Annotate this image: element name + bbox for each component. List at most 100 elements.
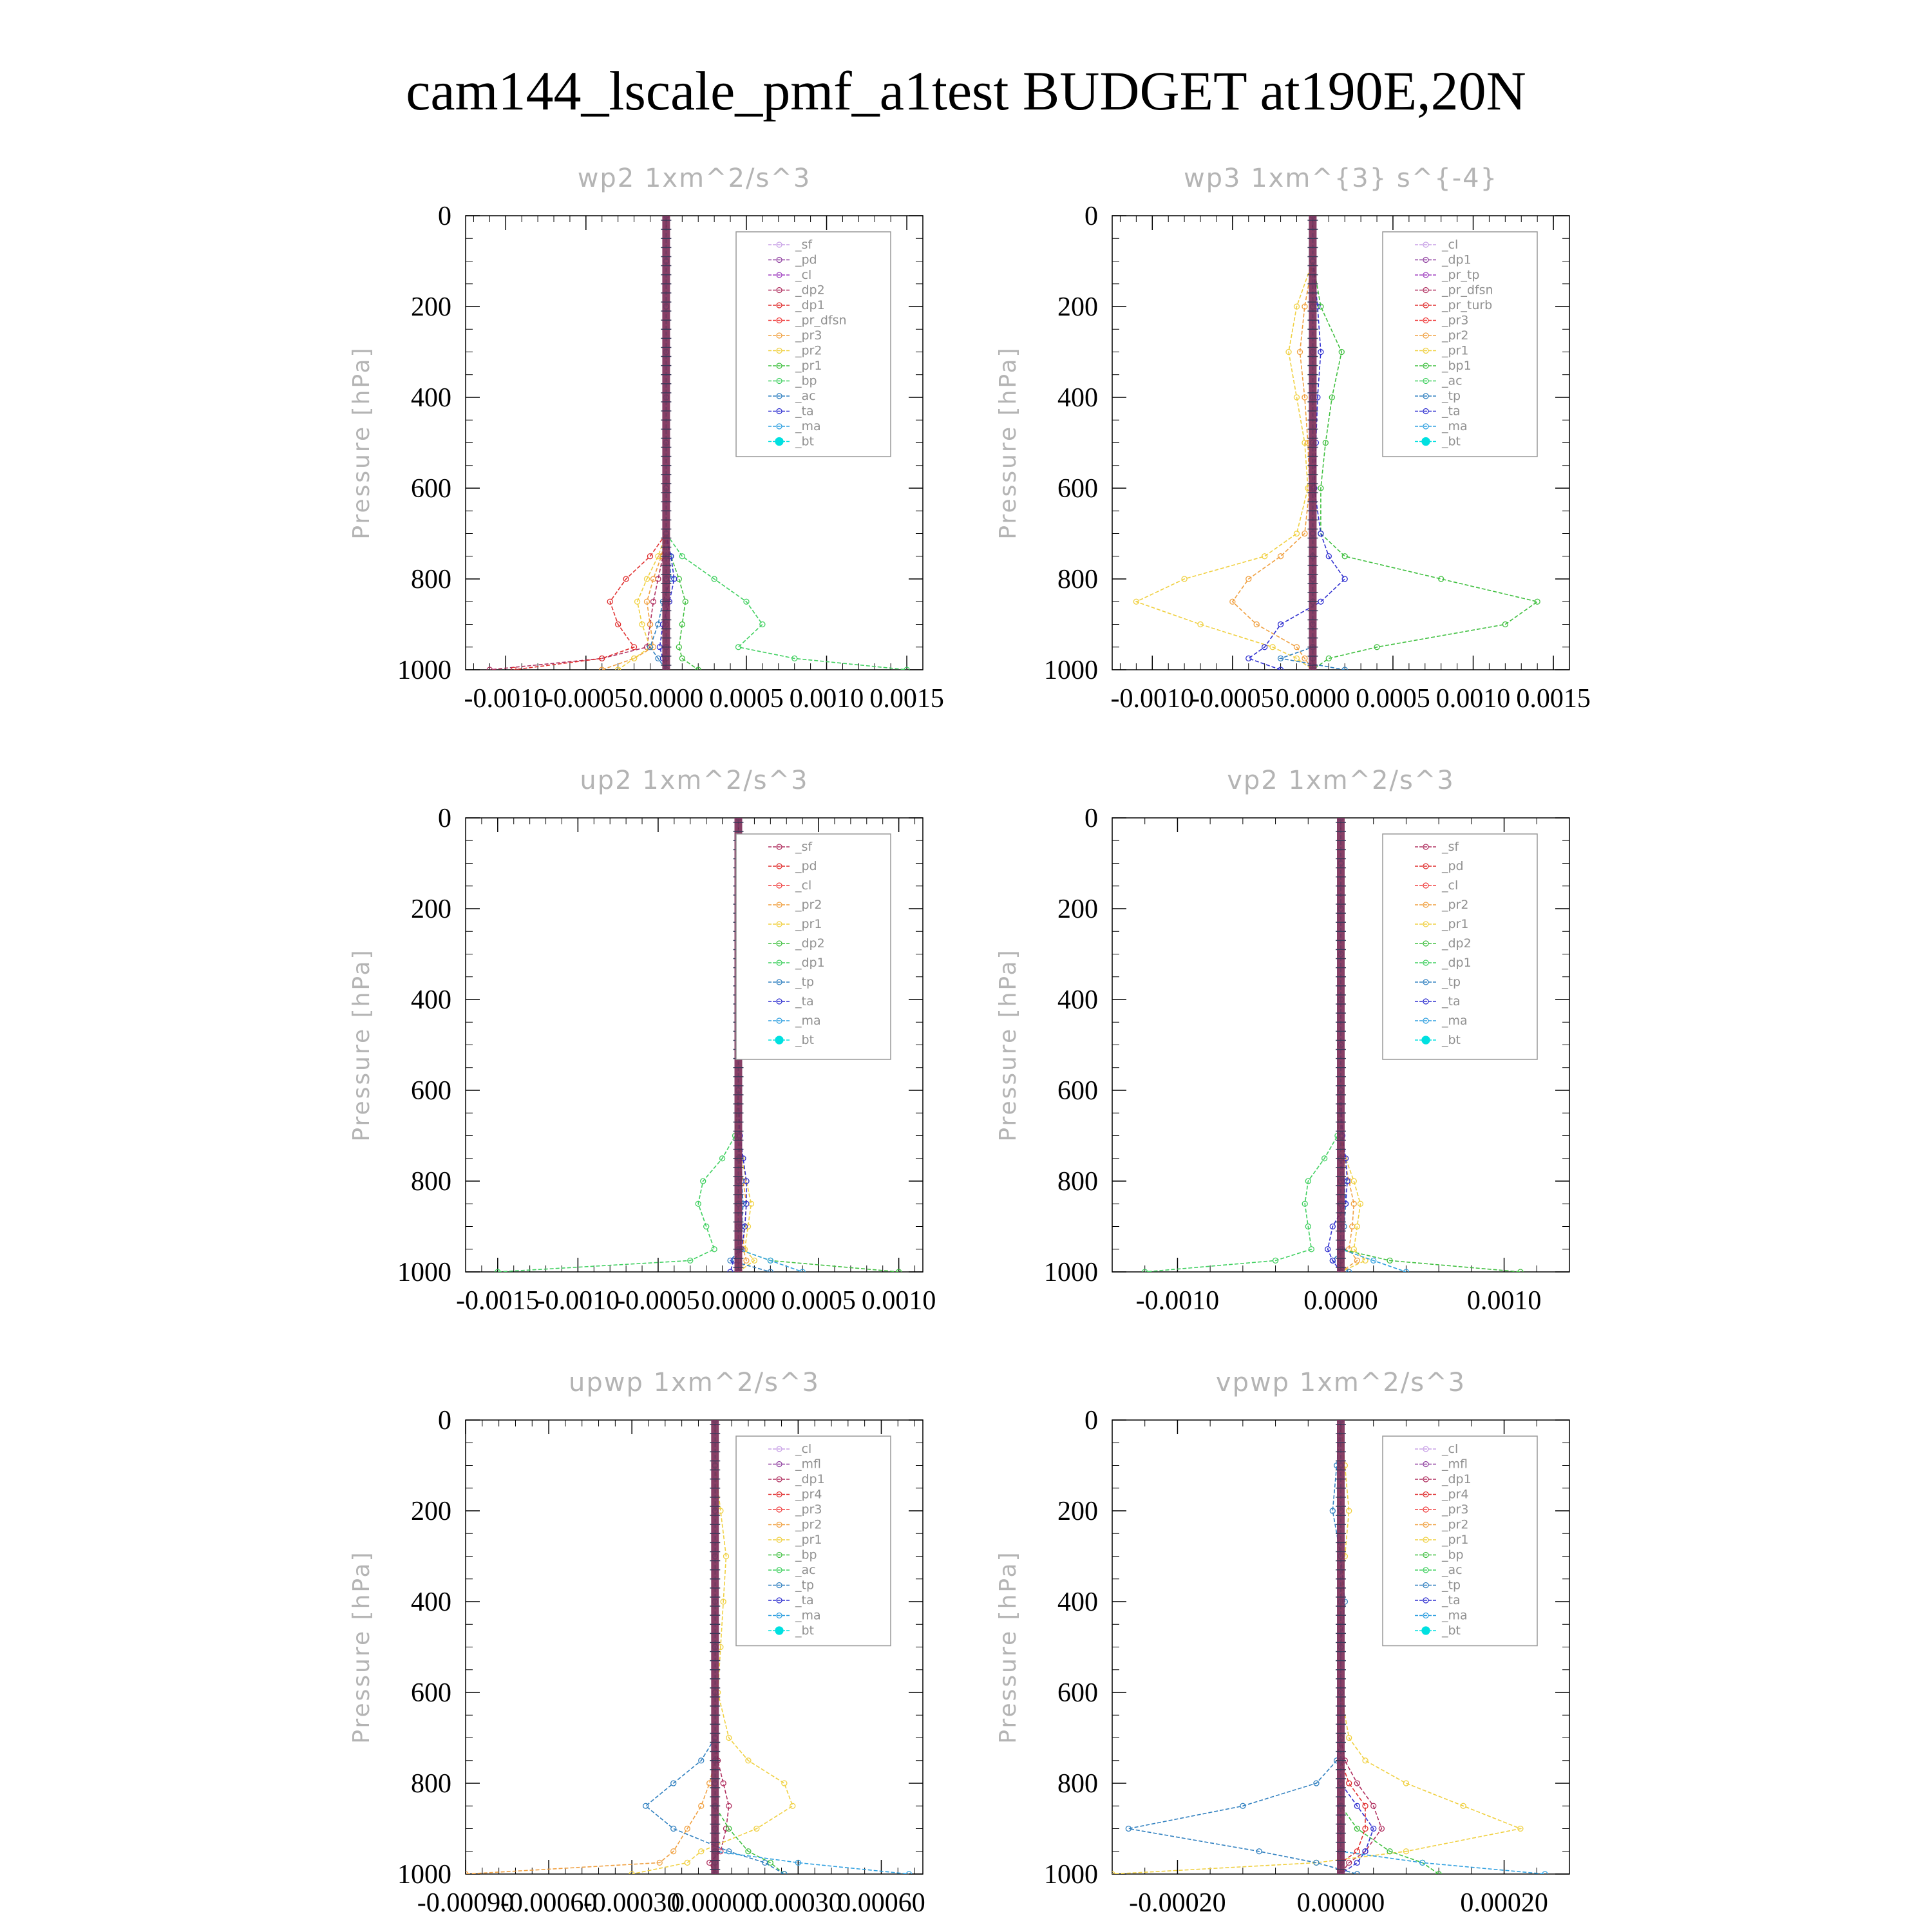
y-tick-label: 600	[1057, 1076, 1098, 1106]
series-point_bp	[904, 667, 910, 670]
x-tick-label: 0.0010	[1436, 684, 1511, 714]
series-point_bp1	[1374, 644, 1380, 650]
legend-marker_ma	[776, 423, 782, 430]
series-point_pr1	[1285, 348, 1292, 355]
legend-marker_tp	[1423, 979, 1429, 985]
x-tick-label: 0.0000	[629, 684, 704, 714]
legend-label_dp1: _dp1	[1441, 956, 1472, 970]
series-point_dp1	[599, 655, 605, 662]
legend-marker_dp2	[1423, 940, 1429, 947]
panel-title: upwp 1xm^2/s^3	[569, 1368, 820, 1397]
series-line_dp1	[513, 216, 667, 670]
series-point_bp	[735, 644, 742, 650]
legend-marker_dp1	[776, 960, 782, 966]
chart-panel-5: upwp 1xm^2/s^3 Pressure [hPa] 0 200 400 600 80…	[348, 1368, 925, 1918]
legend-label_pd: _pd	[1441, 859, 1464, 873]
legend-label_pr1: _pr1	[795, 1533, 822, 1547]
series-point_pr2	[743, 1257, 750, 1264]
series-point_tp	[1354, 1871, 1361, 1874]
legend-marker_pr1	[1423, 921, 1429, 927]
series-point_ma	[1419, 1859, 1426, 1866]
legend-marker_ac	[776, 1567, 782, 1573]
legend-box	[735, 231, 891, 457]
series-point_ta	[1354, 1803, 1361, 1809]
legend-label_sf: _sf	[795, 238, 813, 252]
y-tick-label: 400	[1057, 985, 1098, 1015]
legend-marker_bt	[775, 1626, 784, 1635]
legend-label_ta: _ta	[795, 994, 814, 1009]
legend-marker_pr4	[1423, 1491, 1429, 1498]
legend-marker_ma	[776, 1612, 782, 1619]
legend-marker_cl	[776, 1446, 782, 1452]
series-point_pr4	[1362, 1803, 1368, 1809]
legend-label_pr3: _pr3	[1441, 1502, 1468, 1517]
series-point_dp1	[711, 1246, 717, 1253]
legend-marker_ma	[1423, 423, 1429, 430]
series-point_bp	[791, 655, 798, 662]
legend-label_tp: _tp	[1441, 389, 1461, 403]
legend-marker_tp	[1423, 393, 1429, 399]
legend-label_ta: _ta	[1441, 994, 1461, 1009]
series-point_pr1	[1362, 1257, 1368, 1264]
series-point_pr1	[1362, 1757, 1368, 1764]
series-point_ma	[1542, 1871, 1548, 1874]
series-point_pr1	[1346, 1508, 1352, 1514]
y-tick-label: 0	[1084, 1406, 1098, 1435]
series-point_pr1	[790, 1803, 796, 1809]
x-tick-label: -0.0010	[536, 1286, 620, 1316]
series-point_tp	[762, 1859, 768, 1866]
legend-label_ac: _ac	[795, 389, 816, 403]
series-line_pr1	[1112, 1420, 1522, 1874]
legend-label_pr_dfsn: _pr_dfsn	[795, 314, 847, 328]
y-tick-label: 600	[411, 1076, 451, 1106]
y-tick-label: 400	[411, 985, 451, 1015]
legend-label_pr1: _pr1	[1441, 344, 1468, 358]
legend-label_cl: _cl	[795, 878, 811, 893]
legend-label_bp: _bp	[1441, 1548, 1464, 1562]
legend-box	[1382, 1435, 1538, 1647]
legend-marker_dp1	[776, 1476, 782, 1482]
series-point_ta	[671, 576, 677, 582]
series-point_tp	[670, 1825, 677, 1832]
series-line_ta	[1247, 216, 1346, 670]
y-axis-label: Pressure [hPa]	[348, 346, 375, 539]
legend-marker_pr2	[776, 902, 782, 908]
series-point_ta	[1318, 348, 1324, 355]
series-point_dp1	[719, 1155, 726, 1162]
legend-label_mfl: _mfl	[795, 1457, 821, 1472]
legend-label_bt: _bt	[1441, 435, 1461, 449]
legend-marker_pr2	[1423, 1521, 1429, 1528]
series-point_pr3	[650, 644, 657, 650]
series-point_dp1	[630, 644, 638, 650]
series-point_pr1	[726, 1734, 732, 1741]
series-point_dp1	[703, 1223, 710, 1230]
legend-marker_ac	[1423, 1567, 1429, 1573]
series-point_ta	[1354, 1859, 1361, 1866]
legend-label_ma: _ma	[795, 419, 821, 433]
series-point_dp1	[687, 1257, 694, 1264]
y-tick-label: 800	[1057, 565, 1098, 594]
legend-label_pr2: _pr2	[795, 898, 822, 912]
y-tick-label: 200	[1057, 292, 1098, 322]
x-tick-label: -0.0010	[1136, 1286, 1220, 1316]
legend-marker_bt	[775, 437, 784, 446]
series-point_ta	[1318, 530, 1324, 537]
series-point_pr2	[1277, 553, 1284, 560]
x-tick-label: 0.0015	[869, 684, 944, 714]
x-tick-label: -0.0005	[1191, 684, 1274, 714]
series-point_pr1	[1293, 530, 1300, 537]
legend-label_tp: _tp	[1441, 1578, 1461, 1593]
series-point_tp	[1329, 1508, 1336, 1514]
legend-label_ta: _ta	[1441, 404, 1461, 419]
series-point_pr2	[1253, 621, 1260, 628]
series-point_pr1	[753, 1825, 760, 1832]
legend-marker_pr1	[776, 363, 782, 369]
series-point_bp1	[1322, 439, 1329, 446]
series-line_pr3	[601, 216, 667, 670]
x-tick-label: -0.00090	[417, 1888, 515, 1918]
series-point_tp	[1125, 1825, 1132, 1832]
series-point_ta	[743, 1200, 750, 1207]
series-point_bp	[679, 553, 685, 560]
legend-label_sf: _sf	[1441, 840, 1459, 854]
x-tick-label: 0.0010	[862, 1286, 936, 1316]
